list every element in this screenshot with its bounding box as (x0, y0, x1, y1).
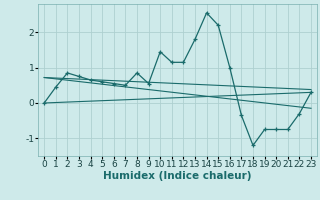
X-axis label: Humidex (Indice chaleur): Humidex (Indice chaleur) (103, 171, 252, 181)
